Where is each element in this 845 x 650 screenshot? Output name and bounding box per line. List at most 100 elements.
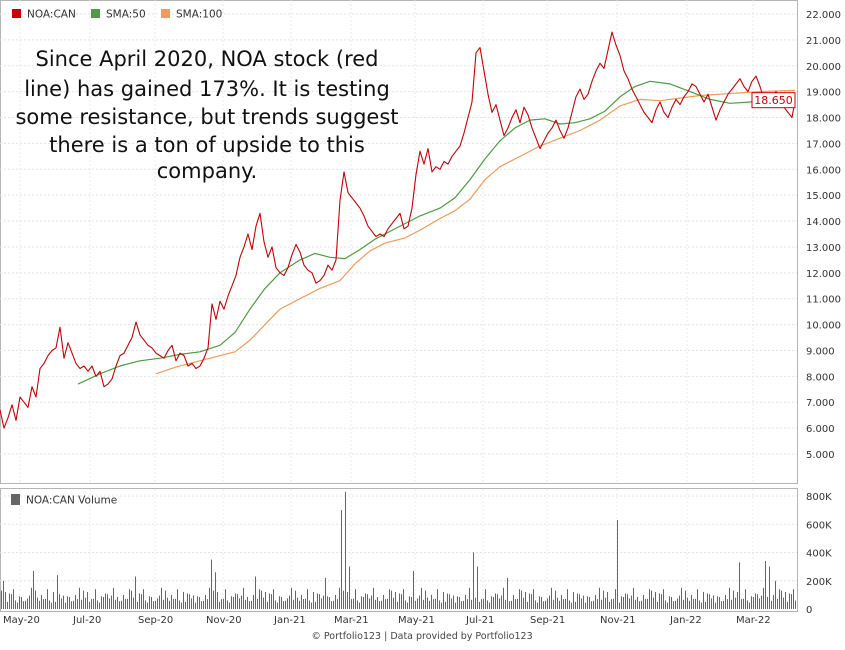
volume-bar xyxy=(535,600,536,609)
volume-bar xyxy=(713,595,714,609)
volume-bar xyxy=(635,599,636,609)
volume-bar xyxy=(759,598,760,609)
volume-bar xyxy=(731,599,732,609)
volume-bar xyxy=(81,599,82,609)
volume-bar xyxy=(449,594,450,609)
volume-bar xyxy=(703,592,704,609)
volume-bar xyxy=(19,596,20,609)
volume-bar xyxy=(773,594,774,609)
volume-bar xyxy=(137,601,138,609)
volume-bar xyxy=(65,602,66,609)
volume-bar xyxy=(409,596,410,609)
volume-bar xyxy=(709,594,710,609)
volume-bar xyxy=(135,576,136,609)
volume-bar xyxy=(73,600,74,609)
volume-bar xyxy=(369,598,370,609)
volume-bar xyxy=(111,595,112,609)
volume-bar xyxy=(743,598,744,609)
price-tick-label: 8.000 xyxy=(806,372,835,383)
x-tick-label: Jan-22 xyxy=(669,615,702,626)
volume-bar xyxy=(727,599,728,609)
volume-bar xyxy=(619,602,620,609)
volume-bar xyxy=(281,597,282,609)
volume-bar xyxy=(71,601,72,609)
volume-bar xyxy=(315,601,316,609)
volume-bar xyxy=(509,601,510,609)
annotation-line-1: Since April 2020, NOA stock (red xyxy=(35,47,378,71)
volume-bar xyxy=(715,602,716,609)
volume-bar xyxy=(53,592,54,609)
volume-bar xyxy=(495,593,496,609)
volume-bar xyxy=(631,595,632,609)
volume-bar xyxy=(407,602,408,609)
volume-bar xyxy=(49,600,50,609)
volume-bar xyxy=(275,600,276,609)
volume-bar xyxy=(13,589,14,609)
volume-bar xyxy=(627,594,628,609)
volume-bar xyxy=(755,593,756,609)
volume-bar xyxy=(741,599,742,609)
price-tick-label: 18.000 xyxy=(806,114,841,125)
volume-tick-label: 800K xyxy=(806,492,832,503)
volume-bar xyxy=(301,594,302,609)
volume-bar xyxy=(439,600,440,609)
volume-bar xyxy=(217,592,218,609)
volume-bar xyxy=(5,592,6,609)
footer-credit: © Portfolio123 | Data provided by Portfo… xyxy=(311,631,532,642)
volume-bar xyxy=(483,598,484,609)
volume-bar xyxy=(625,593,626,609)
price-tick-label: 12.000 xyxy=(806,269,841,280)
annotation-line-2: line) has gained 173%. It is testing xyxy=(24,77,390,101)
volume-bar xyxy=(637,597,638,609)
volume-bar xyxy=(373,587,374,609)
volume-bar xyxy=(167,597,168,609)
volume-bar xyxy=(367,594,368,609)
volume-bar xyxy=(77,599,78,609)
price-tick-label: 10.000 xyxy=(806,321,841,332)
volume-bar xyxy=(269,593,270,609)
volume-bar xyxy=(395,592,396,609)
volume-bar xyxy=(609,601,610,609)
volume-bar xyxy=(185,601,186,609)
volume-bar xyxy=(283,601,284,609)
volume-bar xyxy=(751,596,752,609)
volume-bar xyxy=(693,599,694,609)
volume-bar xyxy=(581,598,582,609)
volume-bar xyxy=(549,595,550,609)
last-price-marker: 18.650 xyxy=(751,92,796,109)
volume-bar xyxy=(761,595,762,609)
volume-bar xyxy=(427,597,428,609)
volume-bar xyxy=(437,589,438,609)
volume-bar xyxy=(405,600,406,609)
volume-bar xyxy=(543,601,544,609)
volume-bar xyxy=(333,600,334,609)
volume-bar xyxy=(555,590,556,609)
volume-bar xyxy=(357,600,358,609)
volume-bar xyxy=(771,600,772,609)
volume-bar xyxy=(211,559,212,609)
volume-bar xyxy=(107,594,108,609)
volume-bar xyxy=(725,594,726,609)
volume-bar xyxy=(267,601,268,609)
volume-bar xyxy=(537,602,538,609)
volume-bar xyxy=(93,598,94,609)
volume-bar xyxy=(775,580,776,610)
volume-bar xyxy=(379,601,380,609)
volume-bar xyxy=(425,590,426,609)
volume-bar xyxy=(681,587,682,609)
price-tick-label: 5.000 xyxy=(806,450,835,461)
volume-bar xyxy=(203,600,204,609)
volume-bar xyxy=(749,602,750,609)
volume-bar xyxy=(717,596,718,609)
volume-bar xyxy=(419,595,420,609)
price-tick-label: 15.000 xyxy=(806,191,841,202)
volume-bar xyxy=(117,597,118,609)
annotation-line-3: some resistance, but trends suggest xyxy=(15,105,398,129)
volume-bar xyxy=(151,597,152,609)
volume-bar xyxy=(413,570,414,609)
volume-bar xyxy=(467,599,468,609)
volume-tick-label: 400K xyxy=(806,549,832,560)
volume-bar xyxy=(365,593,366,609)
volume-bar xyxy=(91,599,92,609)
